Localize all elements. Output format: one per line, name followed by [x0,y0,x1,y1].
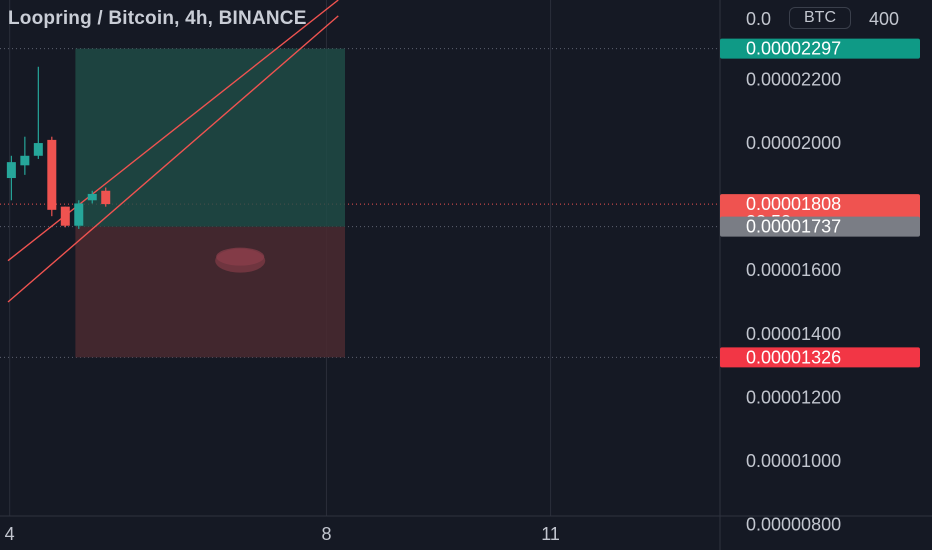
entry-price-label[interactable]: 0.00001737 [720,216,920,237]
candle-1 [6,155,16,201]
candle-3 [33,66,43,159]
price-badge-bg [720,216,920,237]
price-badge-value: 0.00001326 [746,347,841,367]
candle-body [33,143,43,156]
currency-badge[interactable]: BTC [789,7,851,29]
candle-8 [101,187,111,207]
loss-zone[interactable] [75,226,346,358]
time-axis[interactable]: 4 8 11 [5,524,560,544]
time-tick-label: 11 [541,524,560,544]
price-badge-bg [720,347,920,368]
price-tick-label: 0.00001200 [746,387,841,407]
price-axis[interactable]: 0.00000800 0.00001000 0.00001200 0.00001400… [720,9,920,535]
time-tick-label: 8 [321,524,331,544]
long-position-tool[interactable] [75,48,346,358]
candle-body [20,155,30,166]
trend-line-2[interactable] [7,15,339,303]
candle-body [101,190,111,205]
candle-2 [20,136,30,175]
price-tick-label: 0.00001600 [746,260,841,280]
price-tick-label: 0.00001000 [746,451,841,471]
price-tick-label: 0.00001400 [746,324,841,344]
price-badge-value: 0.00002297 [746,39,841,59]
price-badge-bg [720,38,920,59]
price-badge-value: 0.00001808 [746,194,841,214]
candle-7 [87,190,97,204]
price-tick-label-partial-suffix: 400 [869,9,899,29]
candle-body [74,203,84,226]
price-tick-label: 0.00002000 [746,133,841,153]
target-price-label[interactable]: 0.00002297 [720,38,920,59]
profit-zone[interactable] [75,48,346,227]
price-badge-value: 0.00001737 [746,217,841,237]
candle-4 [47,136,57,217]
stop-price-label[interactable]: 0.00001326 [720,347,920,368]
position-drag-handle-top[interactable] [216,247,265,266]
candle-body [6,162,16,179]
time-tick-label: 4 [5,524,15,544]
candles [6,66,111,229]
candle-6 [74,200,84,229]
price-tick-label-partial: 0.0 [746,9,771,29]
candle-body [47,139,57,210]
price-tick-label: 0.00000800 [746,515,841,535]
candle-body [60,206,70,226]
chart-title: Loopring / Bitcoin, 4h, BINANCE [8,8,307,29]
candle-body [87,193,97,201]
candle-5 [60,206,70,228]
price-tick-label: 0.00002200 [746,69,841,89]
